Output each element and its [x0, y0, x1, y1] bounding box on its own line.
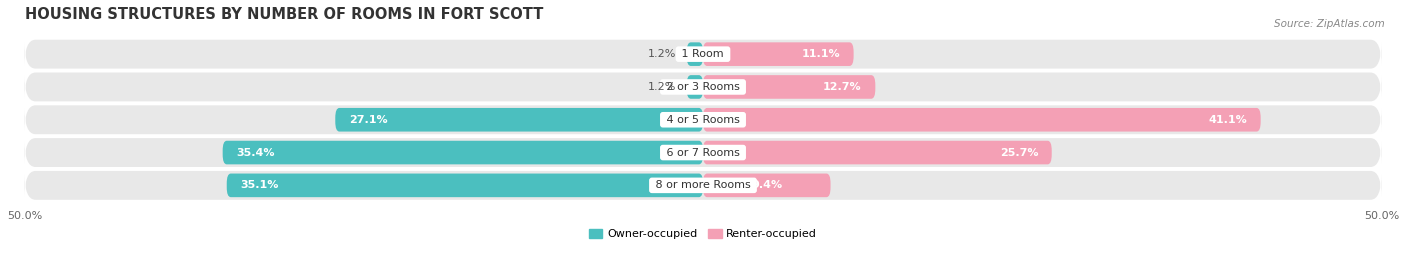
Legend: Owner-occupied, Renter-occupied: Owner-occupied, Renter-occupied — [589, 229, 817, 239]
Text: 1.2%: 1.2% — [648, 82, 676, 92]
Text: HOUSING STRUCTURES BY NUMBER OF ROOMS IN FORT SCOTT: HOUSING STRUCTURES BY NUMBER OF ROOMS IN… — [24, 7, 543, 22]
Text: 1.2%: 1.2% — [648, 49, 676, 59]
Text: 4 or 5 Rooms: 4 or 5 Rooms — [662, 115, 744, 125]
FancyBboxPatch shape — [335, 108, 703, 131]
FancyBboxPatch shape — [222, 141, 703, 164]
FancyBboxPatch shape — [24, 73, 1382, 102]
Text: 11.1%: 11.1% — [801, 49, 839, 59]
FancyBboxPatch shape — [686, 42, 703, 66]
Text: 1 Room: 1 Room — [679, 49, 727, 59]
FancyBboxPatch shape — [703, 141, 1052, 164]
FancyBboxPatch shape — [24, 40, 1382, 69]
FancyBboxPatch shape — [24, 171, 1382, 200]
Text: 27.1%: 27.1% — [349, 115, 388, 125]
Text: 12.7%: 12.7% — [823, 82, 862, 92]
FancyBboxPatch shape — [703, 108, 1261, 131]
Text: 35.4%: 35.4% — [236, 147, 274, 158]
Text: 8 or more Rooms: 8 or more Rooms — [652, 180, 754, 190]
FancyBboxPatch shape — [226, 174, 703, 197]
Text: 2 or 3 Rooms: 2 or 3 Rooms — [662, 82, 744, 92]
Text: 9.4%: 9.4% — [751, 180, 782, 190]
Text: 35.1%: 35.1% — [240, 180, 278, 190]
FancyBboxPatch shape — [703, 75, 876, 99]
FancyBboxPatch shape — [24, 138, 1382, 167]
FancyBboxPatch shape — [686, 75, 703, 99]
FancyBboxPatch shape — [24, 105, 1382, 134]
Text: 25.7%: 25.7% — [1000, 147, 1038, 158]
FancyBboxPatch shape — [703, 42, 853, 66]
Text: 6 or 7 Rooms: 6 or 7 Rooms — [662, 147, 744, 158]
Text: 41.1%: 41.1% — [1208, 115, 1247, 125]
FancyBboxPatch shape — [703, 174, 831, 197]
Text: Source: ZipAtlas.com: Source: ZipAtlas.com — [1274, 19, 1385, 29]
